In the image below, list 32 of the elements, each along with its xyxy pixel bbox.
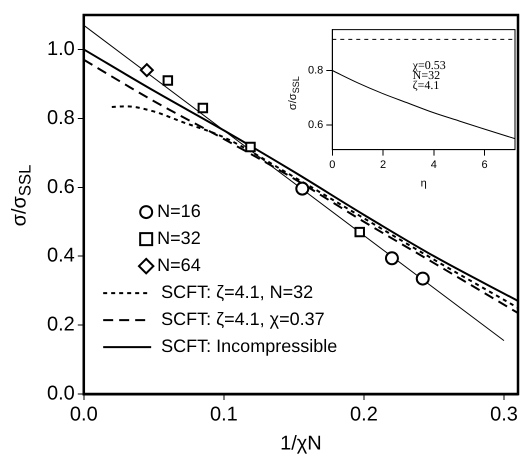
legend-label: SCFT: ζ=4.1, N=32 [161,282,314,302]
x-tick-label: 0 [329,159,336,172]
point [198,102,208,114]
point [354,226,365,238]
legend-label: SCFT: Incompressible [161,336,338,356]
y-tick-label: 0.2 [46,314,75,336]
legend-label: N=32 [157,228,201,248]
y-tick-label: 0.6 [308,119,324,132]
x-tick-label: 2 [380,159,386,172]
x-tick-label: 6 [481,159,488,172]
y-tick-label: 0.8 [46,106,75,129]
y-tick-label: 0.4 [46,244,75,267]
x-tick-label: 4 [430,159,437,172]
point [295,182,310,196]
legend-label: N=64 [157,255,201,276]
x-axis-title: 1/χN [280,432,322,455]
x-tick-label: 0.0 [70,404,98,426]
legend-label: N=16 [157,201,201,222]
x-tick-label: 0.3 [490,404,518,426]
point [416,272,430,286]
point [384,251,399,266]
point [140,63,154,78]
point [245,142,256,152]
y-tick-label: 0.0 [46,382,75,405]
y-tick-label: 0.6 [46,176,75,198]
y-tick-label: 1.0 [46,38,75,60]
y-tick-label: 0.8 [308,64,324,77]
x-axis-title: η [420,177,427,190]
point [162,75,174,86]
legend-label: SCFT: ζ=4.1, χ=0.37 [161,309,325,330]
x-tick-label: 0.2 [350,404,378,426]
x-tick-label: 0.1 [210,404,238,426]
